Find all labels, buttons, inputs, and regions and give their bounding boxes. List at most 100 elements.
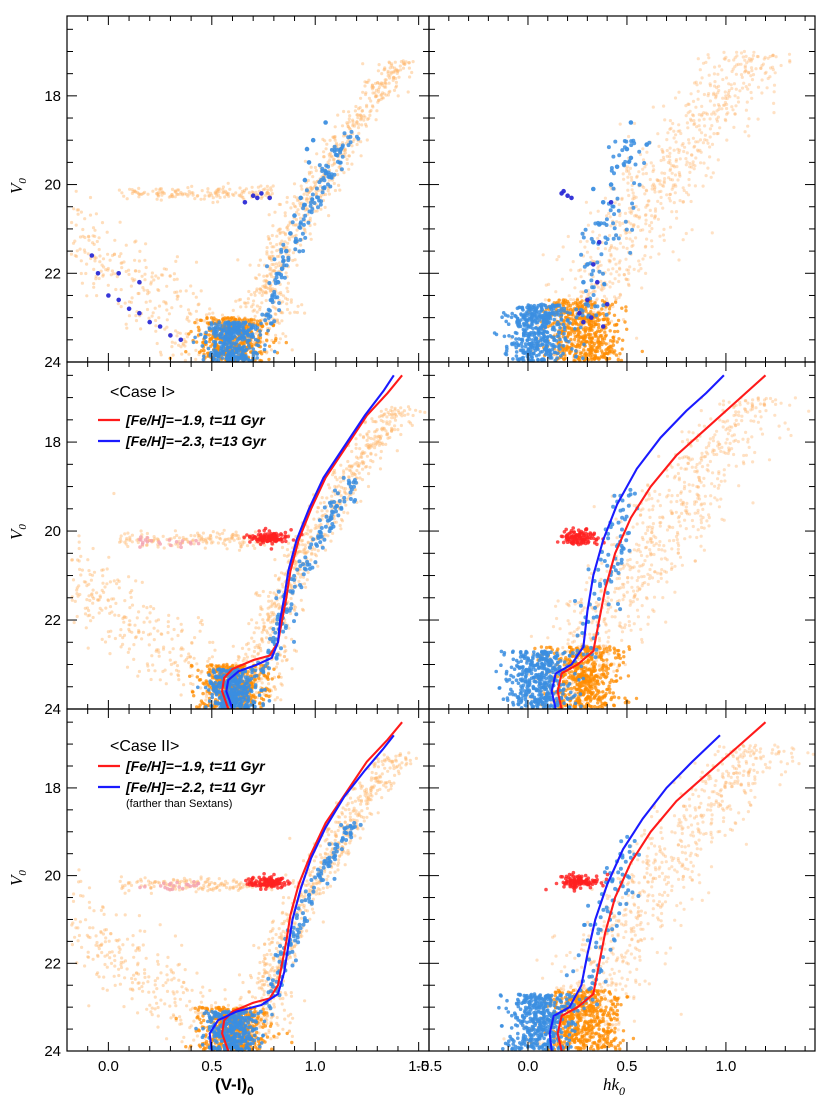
field-star [172, 278, 176, 282]
field-star [388, 66, 392, 70]
field-star [283, 211, 287, 215]
ms-star [509, 315, 514, 320]
field-star [787, 52, 792, 56]
field-star [159, 198, 163, 202]
field-star [295, 310, 299, 315]
field-star [645, 237, 649, 241]
field-star [350, 449, 354, 454]
field-star [306, 212, 310, 216]
rgb-star [298, 225, 303, 230]
turnoff-star [612, 313, 617, 317]
field-star [133, 258, 137, 262]
field-star [631, 197, 635, 201]
field-star [732, 125, 736, 129]
field-star [144, 265, 148, 270]
field-star [299, 243, 303, 247]
field-star [92, 285, 96, 289]
field-star [275, 243, 279, 247]
member-star-point [302, 177, 308, 183]
field-star [304, 585, 308, 589]
field-star [403, 62, 407, 66]
field-star [662, 238, 666, 242]
field-star [641, 147, 645, 151]
field-star [97, 247, 101, 252]
field-star [117, 254, 122, 258]
field-star [208, 307, 212, 311]
field-star [370, 417, 374, 421]
ms-star [204, 330, 208, 335]
ms-star [562, 331, 566, 336]
ms-star [201, 354, 206, 359]
turnoff-star [582, 336, 586, 340]
field-star [366, 80, 370, 84]
field-star [162, 645, 166, 649]
field-star [162, 191, 166, 196]
field-star [308, 232, 312, 236]
field-star [577, 269, 581, 273]
ms-star [539, 357, 544, 362]
field-star [161, 191, 165, 195]
rgb-star [320, 169, 325, 173]
field-star [280, 239, 284, 243]
field-star [273, 312, 277, 316]
turnoff-star [578, 335, 582, 339]
field-star [281, 332, 285, 336]
rgb-star [306, 220, 311, 225]
ms-star [552, 317, 557, 322]
field-star [175, 290, 179, 294]
field-star [267, 237, 271, 241]
field-star [370, 83, 375, 87]
field-star [659, 201, 663, 206]
field-star [152, 278, 156, 282]
field-star [332, 158, 336, 162]
field-star [223, 543, 227, 547]
field-star [342, 109, 346, 114]
field-star [634, 213, 638, 217]
field-star [390, 71, 394, 75]
field-star [249, 293, 253, 297]
field-star [331, 135, 335, 139]
field-star [150, 654, 154, 658]
ms-star [549, 311, 553, 316]
field-star [623, 211, 628, 215]
field-star [338, 476, 342, 480]
field-star [223, 537, 227, 541]
field-star [583, 245, 587, 249]
field-star [285, 195, 289, 200]
field-star [388, 73, 392, 77]
rgb-star [642, 161, 647, 165]
ms-star [242, 354, 247, 359]
field-star [760, 91, 764, 95]
turnoff-star [237, 317, 242, 321]
field-star [687, 138, 691, 142]
field-star [264, 285, 269, 289]
field-star [313, 182, 317, 186]
field-star [390, 416, 394, 420]
field-star [153, 306, 157, 310]
field-star [286, 228, 290, 232]
rgb-star [342, 131, 347, 136]
field-star [374, 94, 378, 98]
field-star [663, 177, 667, 181]
field-star [106, 630, 110, 634]
field-star [282, 553, 286, 558]
field-star [284, 271, 288, 275]
member-star-point [624, 146, 630, 152]
rgb-star [284, 263, 289, 268]
field-star [351, 122, 355, 126]
field-star [149, 677, 153, 682]
field-star [371, 105, 375, 109]
field-star [303, 228, 307, 232]
field-star [177, 188, 181, 192]
ms-star [520, 348, 524, 352]
rgb-star [290, 220, 295, 225]
field-star [194, 295, 198, 299]
field-star [354, 437, 358, 441]
field-star [384, 429, 388, 433]
field-star [98, 254, 102, 258]
field-star [305, 207, 310, 211]
field-star [154, 187, 158, 191]
field-star [193, 534, 197, 538]
field-star [368, 465, 372, 469]
field-star [244, 652, 248, 656]
